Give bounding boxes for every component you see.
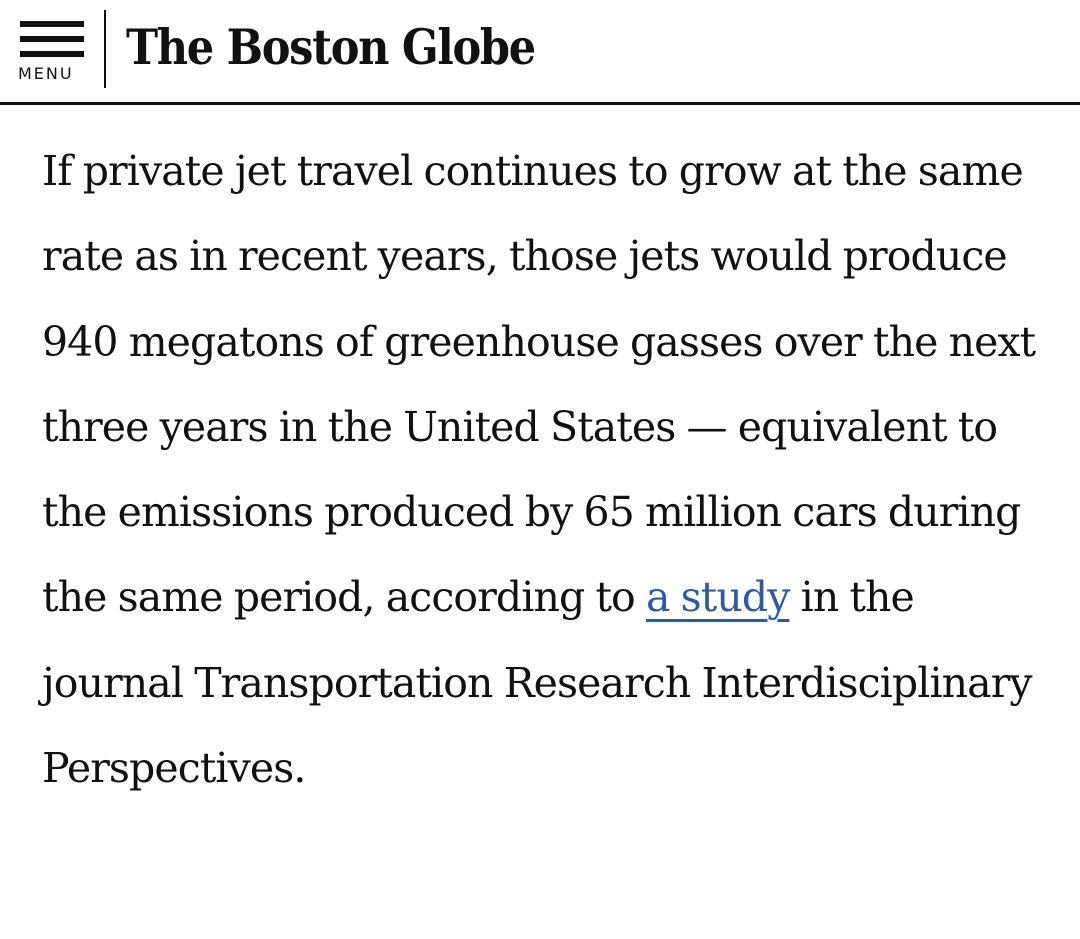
- menu-label: MENU: [18, 64, 74, 83]
- study-link[interactable]: a study: [645, 573, 790, 622]
- menu-button[interactable]: MENU: [18, 18, 88, 86]
- site-logo[interactable]: The Boston Globe: [126, 18, 536, 76]
- paragraph-text-before-link: If private jet travel continues to grow …: [42, 147, 1036, 622]
- article-paragraph: If private jet travel continues to grow …: [42, 129, 1052, 811]
- hamburger-icon: [20, 21, 84, 63]
- site-header: MENU The Boston Globe: [0, 0, 1080, 105]
- header-divider: [104, 10, 106, 88]
- paragraph-text-after-link: in the journal Transportation Research I…: [42, 573, 1033, 793]
